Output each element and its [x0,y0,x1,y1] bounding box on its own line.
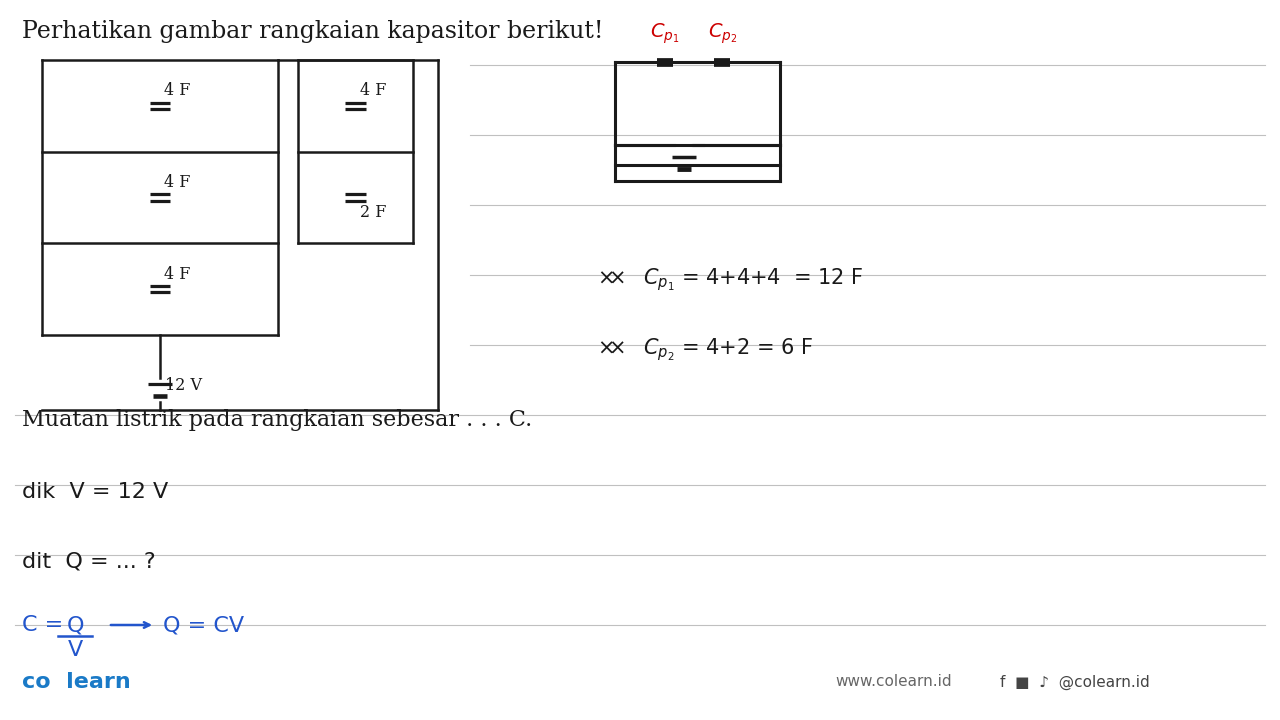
Text: 2 F: 2 F [360,204,385,221]
Text: Q: Q [67,615,83,635]
Text: Muatan listrik pada rangkaian sebesar . . . C.: Muatan listrik pada rangkaian sebesar . … [22,409,532,431]
Text: 4 F: 4 F [360,82,385,99]
Text: co  learn: co learn [22,672,131,692]
Text: C =: C = [22,615,63,635]
Text: Q = CV: Q = CV [163,615,244,635]
Text: 4 F: 4 F [164,266,191,283]
Text: www.colearn.id: www.colearn.id [835,675,951,690]
Text: f  ■  ♪  @colearn.id: f ■ ♪ @colearn.id [1000,675,1149,690]
Text: V: V [68,640,83,660]
Text: 12 V: 12 V [165,377,202,395]
Text: $C_{p_1}$: $C_{p_1}$ [650,22,680,46]
Text: dik  V = 12 V: dik V = 12 V [22,482,168,502]
Text: $\times\!\!\!\times$  $C_{p_1}$ = 4+4+4  = 12 F: $\times\!\!\!\times$ $C_{p_1}$ = 4+4+4 =… [596,266,864,294]
Text: $C_{p_2}$: $C_{p_2}$ [708,22,737,46]
Text: dit  Q = ... ?: dit Q = ... ? [22,552,156,572]
Text: $\times\!\!\!\times$  $C_{p_2}$ = 4+2 = 6 F: $\times\!\!\!\times$ $C_{p_2}$ = 4+2 = 6… [596,337,813,364]
Text: 4 F: 4 F [164,174,191,191]
Text: Perhatikan gambar rangkaian kapasitor berikut!: Perhatikan gambar rangkaian kapasitor be… [22,20,603,43]
Text: 4 F: 4 F [164,82,191,99]
